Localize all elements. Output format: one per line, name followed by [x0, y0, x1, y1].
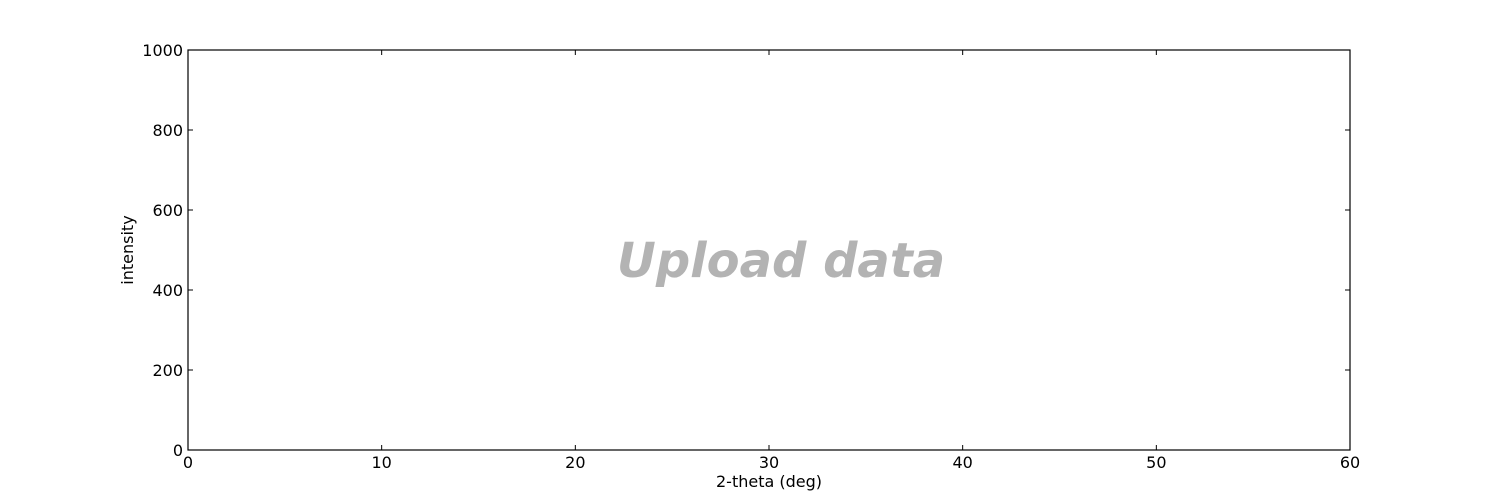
x-axis-label: 2-theta (deg) — [716, 472, 822, 491]
x-tick-label: 40 — [952, 453, 972, 472]
x-tick-label: 30 — [759, 453, 779, 472]
x-tick-label: 50 — [1146, 453, 1166, 472]
plot-area[interactable] — [188, 50, 1350, 450]
x-tick-label: 60 — [1340, 453, 1360, 472]
x-tick-label: 10 — [371, 453, 391, 472]
y-axis-label: intensity — [118, 215, 137, 284]
y-tick-label: 1000 — [142, 41, 183, 60]
x-tick-label: 20 — [565, 453, 585, 472]
plot-frame — [187, 49, 1351, 451]
y-tick-label: 0 — [173, 441, 183, 460]
x-tick-label: 0 — [183, 453, 193, 472]
x-ticks: 0 10 20 30 40 50 60 — [183, 50, 1360, 472]
y-ticks: 0 200 400 600 800 1000 — [142, 41, 1350, 460]
y-tick-label: 200 — [152, 361, 183, 380]
y-tick-label: 400 — [152, 281, 183, 300]
upload-data-placeholder: Upload data — [617, 233, 945, 289]
y-tick-label: 800 — [152, 121, 183, 140]
y-tick-label: 600 — [152, 201, 183, 220]
